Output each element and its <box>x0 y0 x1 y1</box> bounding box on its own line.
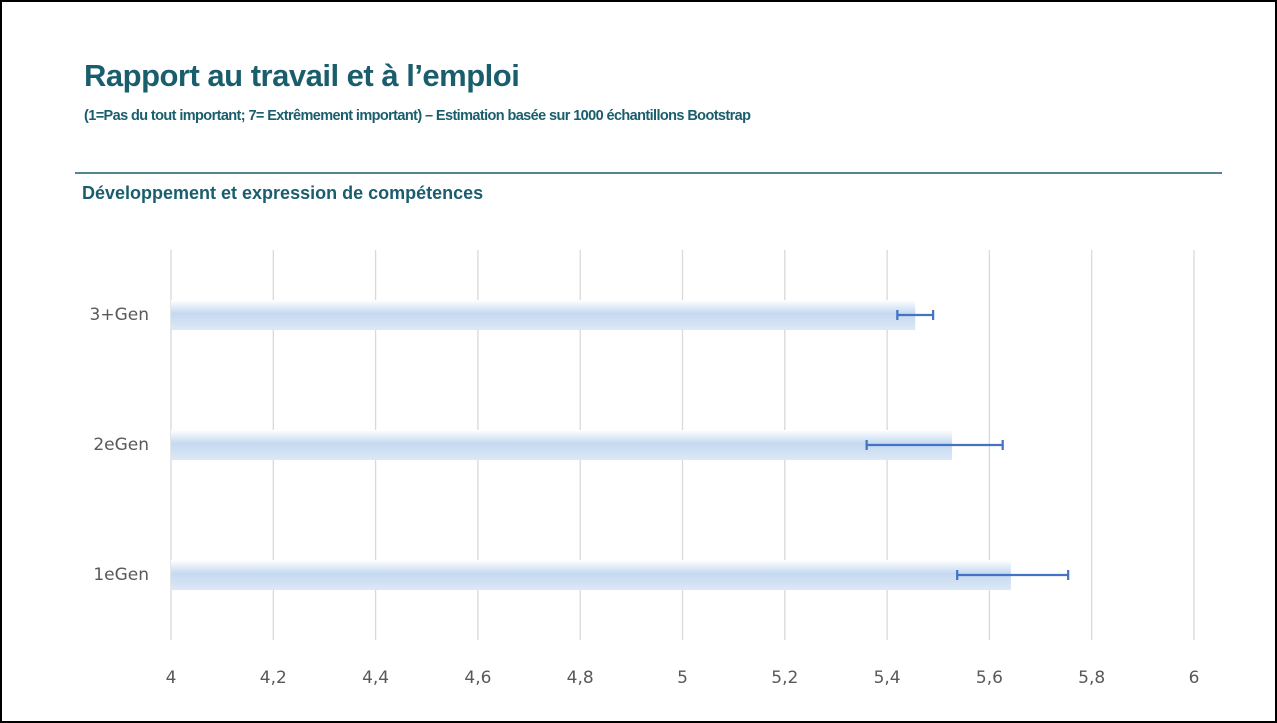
bar <box>171 560 1011 590</box>
bar <box>171 430 953 460</box>
x-tick-label: 5 <box>677 668 688 688</box>
x-tick-label: 4,8 <box>567 668 594 688</box>
x-tick-label: 5,6 <box>976 668 1003 688</box>
x-tick-label: 5,4 <box>874 668 901 688</box>
y-tick-label: 2eGen <box>93 435 149 455</box>
page-subtitle: (1=Pas du tout important; 7= Extrêmement… <box>84 108 751 124</box>
error-bar <box>956 570 1070 580</box>
y-tick-label: 3+Gen <box>90 305 149 325</box>
bar <box>171 300 916 330</box>
page-title: Rapport au travail et à l’emploi <box>84 58 519 93</box>
chart-title: Développement et expression de compétenc… <box>82 183 483 203</box>
error-bar <box>896 310 935 320</box>
error-bar <box>865 440 1004 450</box>
x-tick-label: 4,2 <box>260 668 287 688</box>
x-tick-label: 5,2 <box>771 668 798 688</box>
x-tick-label: 4,4 <box>362 668 389 688</box>
x-tick-label: 5,8 <box>1078 668 1105 688</box>
y-tick-label: 1eGen <box>93 565 149 585</box>
x-tick-label: 4 <box>166 668 177 688</box>
x-tick-label: 4,6 <box>464 668 491 688</box>
x-tick-label: 6 <box>1189 668 1200 688</box>
